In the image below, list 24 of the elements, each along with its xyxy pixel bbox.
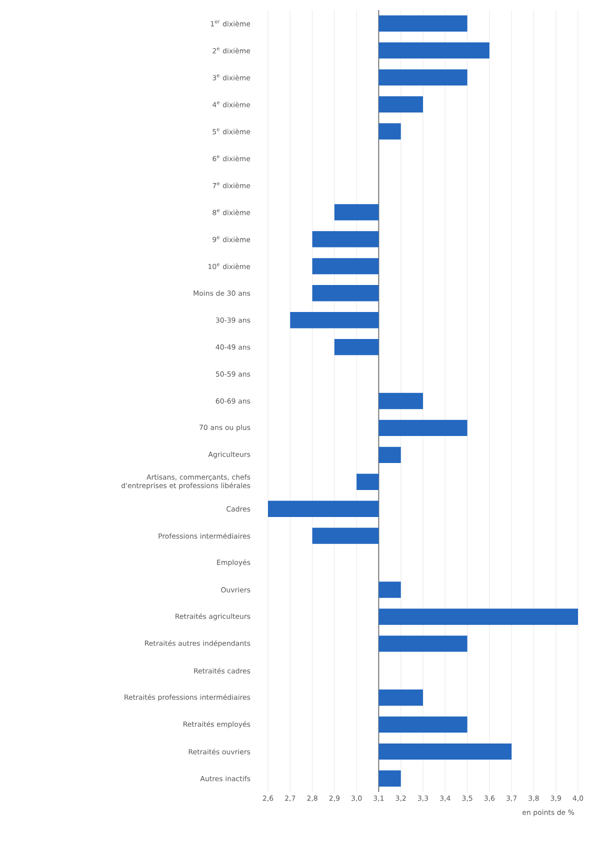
bar (356, 474, 379, 490)
bar (378, 743, 512, 760)
bar (378, 96, 423, 112)
bar (378, 582, 401, 598)
bar (290, 312, 379, 328)
bar (312, 231, 379, 248)
bar (268, 500, 379, 517)
bar (378, 636, 468, 652)
bar (378, 420, 468, 436)
bar (312, 285, 379, 302)
bar (378, 69, 468, 86)
bar (334, 338, 379, 356)
bar (334, 204, 379, 220)
bar (378, 770, 401, 787)
bar (378, 608, 578, 625)
bar (378, 446, 401, 464)
bar (378, 716, 468, 733)
bar (378, 690, 423, 706)
bar (312, 258, 379, 274)
bar (378, 42, 490, 59)
bar (378, 15, 468, 32)
bar (378, 123, 401, 140)
bar (378, 392, 423, 410)
bar (312, 528, 379, 544)
